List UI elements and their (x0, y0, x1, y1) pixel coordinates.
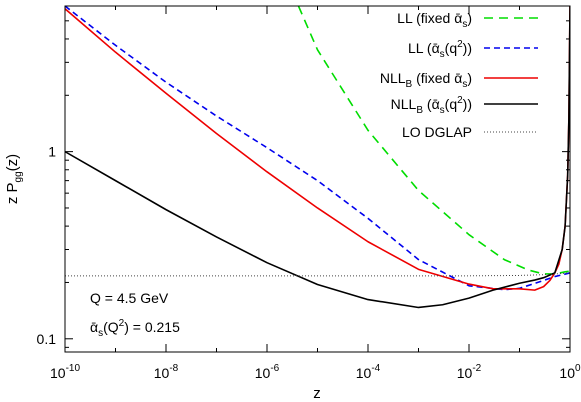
y-tick-label-0: 1 (48, 144, 56, 160)
legend-text-tail: ) (467, 70, 472, 86)
annotation-0: Q = 4.5 GeV (90, 290, 169, 306)
x-tick-base: 10 (356, 365, 372, 381)
legend-subscript-b: B (416, 105, 423, 116)
legend-alpha-bar: ᾱ (432, 40, 440, 56)
annotations: Q = 4.5 GeV ᾱs(Q2) = 0.215 (90, 290, 180, 339)
x-tick-label-1: 10-8 (154, 363, 179, 381)
legend: LL (fixed ᾱs)LL (ᾱs(q2))NLLB (fixed ᾱs)N… (380, 10, 538, 140)
legend-label-4: LO DGLAP (402, 124, 472, 140)
x-tick-exponent: -4 (371, 363, 380, 374)
legend-subscript-s: s (462, 19, 467, 30)
x-tick-label-4: 10-2 (457, 363, 482, 381)
annotation-alpha-bar: ᾱ (90, 319, 98, 335)
legend-text-tail: (q (445, 96, 457, 112)
series-layer (65, 6, 570, 309)
legend-text-mid: (fixed (412, 70, 454, 86)
legend-superscript: 2 (457, 39, 463, 50)
x-tick-exponent: -6 (270, 363, 279, 374)
annotation-superscript: 2 (119, 318, 125, 329)
x-tick-base: 10 (559, 365, 575, 381)
series-line-4 (65, 272, 570, 277)
legend-text-end: )) (463, 96, 472, 112)
y-axis-title-sub: gg (13, 171, 24, 182)
series-line-1 (65, 6, 570, 291)
legend-label-2: NLLB (fixed ᾱs) (380, 70, 472, 90)
legend-subscript-b: B (406, 79, 413, 90)
x-tick-base: 10 (50, 365, 66, 381)
legend-text-main: LL (fixed (397, 10, 454, 26)
legend-subscript-s: s (440, 105, 445, 116)
legend-subscript-s: s (440, 49, 445, 60)
x-tick-label-3: 10-4 (356, 363, 381, 381)
legend-text-tail: (q (445, 40, 457, 56)
y-axis-title-main: z P (4, 182, 21, 204)
legend-text-mid: ( (423, 96, 432, 112)
y-axis-title-tail: (z) (4, 154, 21, 172)
legend-label-3: NLLB (ᾱs(q2)) (391, 95, 472, 116)
x-tick-exponent: -2 (472, 363, 481, 374)
x-tick-base: 10 (255, 365, 271, 381)
annotation-text-part: (Q (103, 319, 119, 335)
legend-text-main: NLL (380, 70, 406, 86)
x-tick-label-5: 100 (559, 363, 581, 381)
x-tick-base: 10 (154, 365, 170, 381)
legend-alpha-bar: ᾱ (454, 10, 462, 26)
annotation-text-part: Q = 4.5 GeV (90, 290, 169, 306)
legend-text-main: NLL (391, 96, 417, 112)
legend-alpha-bar: ᾱ (454, 70, 462, 86)
legend-alpha-bar: ᾱ (432, 96, 440, 112)
legend-label-0: LL (fixed ᾱs) (397, 10, 472, 30)
x-tick-exponent: 0 (575, 363, 581, 374)
x-tick-label-2: 10-6 (255, 363, 280, 381)
legend-superscript: 2 (457, 95, 463, 106)
legend-subscript-s: s (462, 79, 467, 90)
x-tick-base: 10 (457, 365, 473, 381)
annotation-1: ᾱs(Q2) = 0.215 (90, 318, 180, 339)
x-tick-label-0: 10-10 (50, 363, 80, 381)
x-tick-exponent: -10 (66, 363, 81, 374)
series-line-3 (65, 6, 570, 309)
x-tick-exponent: -8 (169, 363, 178, 374)
x-axis-title: z (313, 385, 321, 402)
annotation-subscript: s (98, 328, 103, 339)
legend-text-main: LO DGLAP (402, 124, 472, 140)
y-axis-title: z Pgg(z) (4, 154, 24, 204)
y-tick-label-1: 0.1 (37, 331, 57, 347)
legend-text-end: )) (463, 40, 472, 56)
annotation-text-part: ) = 0.215 (124, 319, 180, 335)
series-line-0 (297, 6, 570, 275)
legend-label-1: LL (ᾱs(q2)) (408, 39, 472, 60)
legend-text-main: LL ( (408, 40, 432, 56)
legend-text-tail: ) (467, 10, 472, 26)
